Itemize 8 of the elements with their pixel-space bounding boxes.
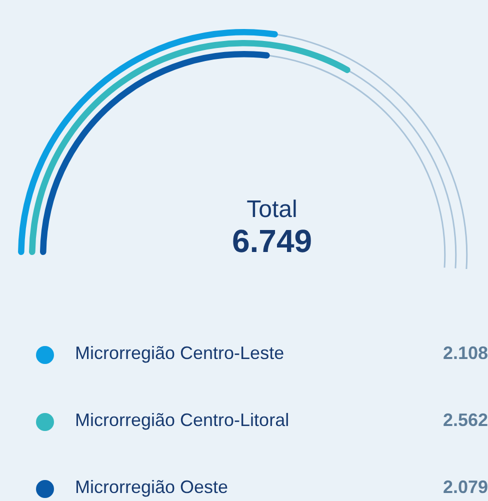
text: 6.749: [230, 223, 314, 259]
data-label: 2.562: [442, 410, 488, 431]
data-label: 2.079: [442, 477, 488, 498]
category-label: Microrregião Centro-Litoral: [75, 410, 290, 431]
text: Total: [246, 196, 298, 224]
category-label: Microrregião Oeste: [75, 477, 228, 498]
data-label: 2.108: [442, 343, 488, 364]
category-label: Microrregião Centro-Leste: [75, 343, 284, 364]
